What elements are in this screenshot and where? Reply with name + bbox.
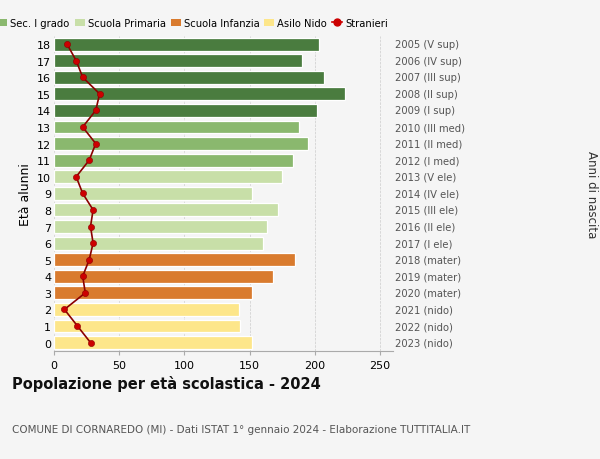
Text: 2018 (mater): 2018 (mater) bbox=[395, 255, 461, 265]
Point bbox=[73, 323, 82, 330]
Point bbox=[86, 339, 95, 347]
Point bbox=[91, 107, 101, 115]
Legend: Sec. II grado, Sec. I grado, Scuola Primaria, Scuola Infanzia, Asilo Nido, Stran: Sec. II grado, Sec. I grado, Scuola Prim… bbox=[0, 19, 388, 28]
Text: 2005 (V sup): 2005 (V sup) bbox=[395, 40, 459, 50]
Bar bbox=[54, 303, 239, 316]
Text: 2016 (II ele): 2016 (II ele) bbox=[395, 222, 455, 232]
Bar bbox=[54, 204, 278, 217]
Bar bbox=[54, 105, 317, 118]
Text: 2021 (nido): 2021 (nido) bbox=[395, 305, 452, 315]
Point bbox=[85, 157, 94, 164]
Bar bbox=[54, 187, 252, 201]
Point bbox=[78, 74, 88, 82]
Text: Anni di nascita: Anni di nascita bbox=[584, 151, 598, 237]
Text: 2022 (nido): 2022 (nido) bbox=[395, 321, 452, 331]
Bar bbox=[54, 154, 293, 167]
Bar bbox=[54, 138, 308, 151]
Bar bbox=[54, 39, 319, 51]
Bar bbox=[54, 237, 263, 250]
Text: 2023 (nido): 2023 (nido) bbox=[395, 338, 452, 348]
Point bbox=[88, 240, 98, 247]
Bar bbox=[54, 320, 241, 333]
Text: COMUNE DI CORNAREDO (MI) - Dati ISTAT 1° gennaio 2024 - Elaborazione TUTTITALIA.: COMUNE DI CORNAREDO (MI) - Dati ISTAT 1°… bbox=[12, 425, 470, 434]
Bar bbox=[54, 171, 282, 184]
Text: 2007 (III sup): 2007 (III sup) bbox=[395, 73, 461, 83]
Bar bbox=[54, 121, 299, 134]
Text: 2014 (IV ele): 2014 (IV ele) bbox=[395, 189, 459, 199]
Text: 2009 (I sup): 2009 (I sup) bbox=[395, 106, 455, 116]
Point bbox=[91, 140, 101, 148]
Text: 2012 (I med): 2012 (I med) bbox=[395, 156, 459, 166]
Bar bbox=[54, 88, 345, 101]
Text: 2019 (mater): 2019 (mater) bbox=[395, 272, 461, 282]
Bar bbox=[54, 287, 252, 300]
Point bbox=[71, 174, 81, 181]
Text: 2011 (II med): 2011 (II med) bbox=[395, 139, 462, 149]
Text: 2008 (II sup): 2008 (II sup) bbox=[395, 90, 458, 100]
Point bbox=[78, 273, 88, 280]
Text: 2010 (III med): 2010 (III med) bbox=[395, 123, 465, 133]
Point bbox=[78, 190, 88, 197]
Bar bbox=[54, 72, 324, 84]
Text: 2020 (mater): 2020 (mater) bbox=[395, 288, 461, 298]
Point bbox=[78, 124, 88, 131]
Point bbox=[88, 207, 98, 214]
Text: 2013 (V ele): 2013 (V ele) bbox=[395, 173, 456, 182]
Point bbox=[86, 224, 95, 231]
Text: Popolazione per età scolastica - 2024: Popolazione per età scolastica - 2024 bbox=[12, 375, 321, 391]
Bar bbox=[54, 336, 252, 349]
Text: 2017 (I ele): 2017 (I ele) bbox=[395, 239, 452, 249]
Point bbox=[95, 91, 104, 98]
Point bbox=[80, 290, 90, 297]
Bar bbox=[54, 270, 273, 283]
Bar bbox=[54, 221, 266, 234]
Text: 2015 (III ele): 2015 (III ele) bbox=[395, 206, 458, 215]
Y-axis label: Età alunni: Età alunni bbox=[19, 162, 32, 225]
Point bbox=[85, 257, 94, 264]
Bar bbox=[54, 55, 302, 68]
Point bbox=[62, 41, 72, 49]
Point bbox=[71, 58, 81, 65]
Text: 2006 (IV sup): 2006 (IV sup) bbox=[395, 56, 461, 67]
Point bbox=[59, 306, 69, 313]
Bar bbox=[54, 254, 295, 267]
